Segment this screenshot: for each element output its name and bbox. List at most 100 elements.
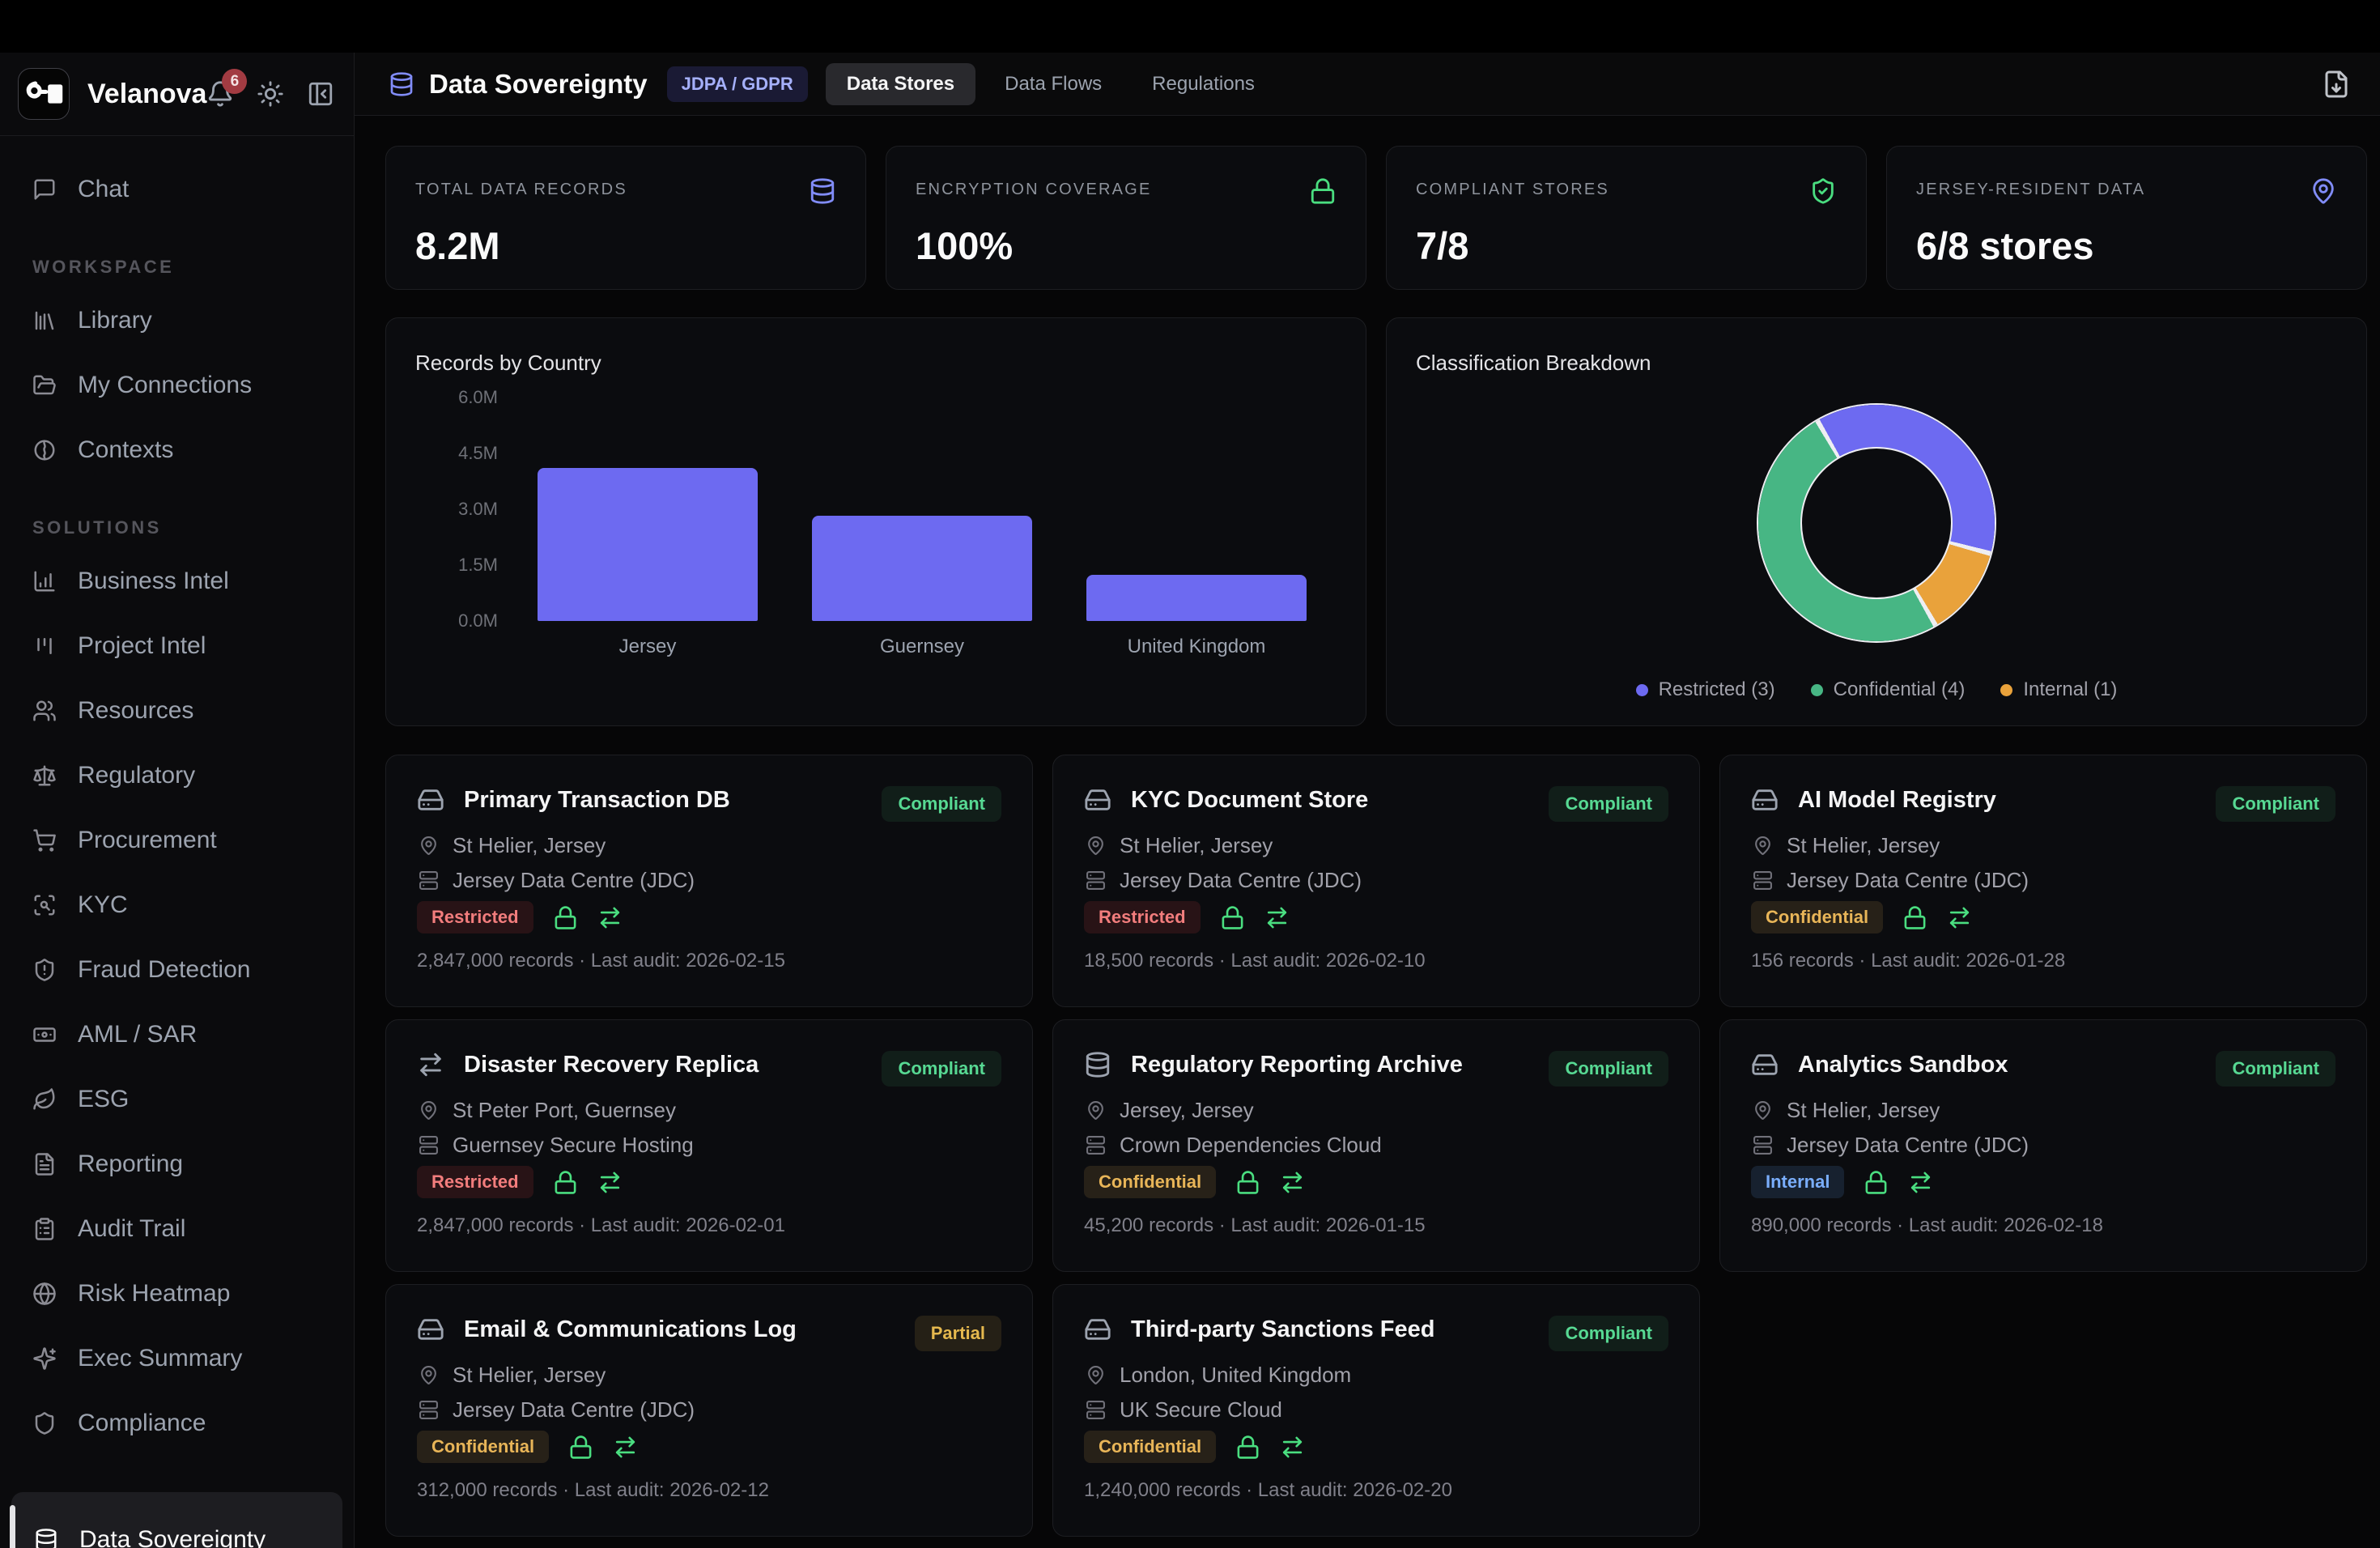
shield-icon (32, 1411, 57, 1435)
bar-united-kingdom[interactable] (1086, 575, 1307, 621)
notifications-button[interactable]: 6 (206, 69, 248, 108)
data-transfer-icon (1947, 905, 1972, 930)
store-card-ai-model-registry[interactable]: AI Model Registry Compliant St Helier, J… (1719, 755, 2367, 1007)
y-axis-tick: 3.0M (458, 499, 498, 519)
map-pin-icon (419, 1100, 439, 1121)
sidebar-item-exec-summary[interactable]: Exec Summary (0, 1326, 354, 1391)
collapse-sidebar-button[interactable] (307, 80, 334, 108)
library-icon (32, 308, 57, 333)
store-records-audit: 1,240,000 records · Last audit: 2026-02-… (1084, 1479, 1452, 1501)
classification-donut-chart[interactable] (1758, 405, 1995, 641)
banknote-icon (32, 1023, 57, 1047)
records-by-country-card: Records by Country 0.0M 1.5M 3.0M 4.5M 6.0M J… (385, 317, 1366, 726)
shopping-cart-icon (32, 828, 57, 853)
store-card-kyc-document-store[interactable]: KYC Document Store Compliant St Helier, … (1052, 755, 1700, 1007)
shield-alert-icon (32, 958, 57, 982)
map-pin-icon (419, 1365, 439, 1385)
store-card-third-party-sanctions-feed[interactable]: Third-party Sanctions Feed Compliant Lon… (1052, 1284, 1700, 1537)
sidebar-item-label: Reporting (78, 1150, 184, 1177)
store-records-audit: 18,500 records · Last audit: 2026-02-10 (1084, 950, 1426, 972)
sidebar-item-label: Data Sovereignty (79, 1526, 266, 1548)
classification-chip: Confidential (1751, 901, 1884, 933)
store-location: Jersey, Jersey (1120, 1098, 1254, 1122)
sidebar-item-project-intel[interactable]: Project Intel (0, 614, 354, 678)
sidebar-item-business-intel[interactable]: Business Intel (0, 549, 354, 614)
folder-open-icon (32, 373, 57, 398)
compliance-status-badge: Compliant (882, 786, 1001, 822)
classification-breakdown-card: Classification Breakdown Restricted (3) … (1386, 317, 2367, 726)
kpi-card: JERSEY-RESIDENT DATA 6/8 stores (1886, 146, 2367, 290)
legend-item: Restricted (3) (1635, 678, 1775, 701)
store-title: Regulatory Reporting Archive (1131, 1051, 1463, 1078)
theme-toggle-button[interactable] (257, 80, 284, 108)
legend-item: Confidential (4) (1810, 678, 1965, 701)
main-content: TOTAL DATA RECORDS 8.2M ENCRYPTION COVER… (355, 116, 2380, 1548)
donut-legend: Restricted (3) Confidential (4) Internal… (1387, 678, 2366, 701)
sidebar-item-my-connections[interactable]: My Connections (0, 353, 354, 418)
database-icon (389, 71, 414, 97)
map-pin-icon (1086, 1365, 1106, 1385)
charts-row: Records by Country 0.0M 1.5M 3.0M 4.5M 6.0M J… (385, 317, 2367, 726)
classification-chip: Restricted (417, 901, 533, 933)
store-card-disaster-recovery-replica[interactable]: Disaster Recovery Replica Compliant St P… (385, 1019, 1033, 1272)
scale-icon (32, 763, 57, 788)
store-facility: Crown Dependencies Cloud (1120, 1133, 1382, 1157)
server-icon (419, 870, 439, 891)
sidebar-item-label: Chat (78, 176, 130, 202)
velanova-logo[interactable] (18, 68, 70, 120)
sidebar-item-label: Project Intel (78, 632, 206, 659)
panel-collapse-icon (307, 80, 334, 108)
sidebar-item-library[interactable]: Library (0, 288, 354, 353)
bar-guernsey[interactable] (812, 516, 1032, 621)
sidebar-item-aml-sar[interactable]: AML / SAR (0, 1002, 354, 1067)
bar-chart-title: Records by Country (415, 351, 601, 375)
encryption-lock-icon (1220, 905, 1245, 930)
page-title: Data Sovereignty (429, 68, 648, 99)
sidebar-item-audit-trail[interactable]: Audit Trail (0, 1197, 354, 1261)
kpi-card: ENCRYPTION COVERAGE 100% (886, 146, 1366, 290)
sidebar-item-label: Compliance (78, 1410, 206, 1436)
database-icon (809, 177, 836, 205)
sidebar-item-fraud-detection[interactable]: Fraud Detection (0, 938, 354, 1002)
encryption-lock-icon (1235, 1435, 1260, 1460)
sidebar-item-risk-heatmap[interactable]: Risk Heatmap (0, 1261, 354, 1326)
tab-regulations[interactable]: Regulations (1131, 63, 1276, 105)
sidebar-item-kyc[interactable]: KYC (0, 873, 354, 938)
sidebar-item-compliance[interactable]: Compliance (0, 1391, 354, 1456)
tab-data-flows[interactable]: Data Flows (984, 63, 1123, 105)
store-card-primary-transaction-db[interactable]: Primary Transaction DB Compliant St Heli… (385, 755, 1033, 1007)
active-indicator (10, 1505, 15, 1548)
sidebar-item-label: My Connections (78, 372, 253, 398)
sidebar-item-label: Fraud Detection (78, 956, 251, 983)
sidebar-item-resources[interactable]: Resources (0, 678, 354, 743)
sidebar-item-contexts[interactable]: Contexts (0, 418, 354, 483)
data-transfer-icon (1908, 1170, 1933, 1195)
y-axis-tick: 1.5M (458, 555, 498, 575)
store-records-audit: 312,000 records · Last audit: 2026-02-12 (417, 1479, 769, 1501)
store-card-analytics-sandbox[interactable]: Analytics Sandbox Compliant St Helier, J… (1719, 1019, 2367, 1272)
kpi-label: COMPLIANT STORES (1416, 181, 1609, 198)
sidebar-item-label: KYC (78, 891, 128, 918)
sidebar-item-regulatory[interactable]: Regulatory (0, 743, 354, 808)
store-facility: Jersey Data Centre (JDC) (1787, 1133, 2029, 1157)
store-title: AI Model Registry (1798, 786, 1996, 813)
chart-column-icon (32, 569, 57, 593)
legend-dot (1810, 683, 1823, 696)
sidebar-item-procurement[interactable]: Procurement (0, 808, 354, 873)
sidebar-item-label: AML / SAR (78, 1021, 198, 1048)
bar-jersey[interactable] (538, 468, 758, 621)
sidebar-item-esg[interactable]: ESG (0, 1067, 354, 1132)
sidebar-item-reporting[interactable]: Reporting (0, 1132, 354, 1197)
store-card-regulatory-reporting-archive[interactable]: Regulatory Reporting Archive Compliant J… (1052, 1019, 1700, 1272)
store-card-email-communications-log[interactable]: Email & Communications Log Partial St He… (385, 1284, 1033, 1537)
users-icon (32, 699, 57, 723)
store-location: St Helier, Jersey (453, 1363, 606, 1387)
arrow-right-left-icon (417, 1051, 444, 1078)
compliance-status-badge: Compliant (1549, 1316, 1668, 1351)
encryption-lock-icon (1864, 1170, 1889, 1195)
sidebar-item-data-sovereignty[interactable]: Data Sovereignty (10, 1492, 342, 1548)
legend-dot (2000, 683, 2013, 696)
export-button[interactable] (2322, 70, 2351, 99)
sidebar-item-chat[interactable]: Chat (0, 157, 354, 222)
tab-data-stores[interactable]: Data Stores (825, 62, 976, 105)
